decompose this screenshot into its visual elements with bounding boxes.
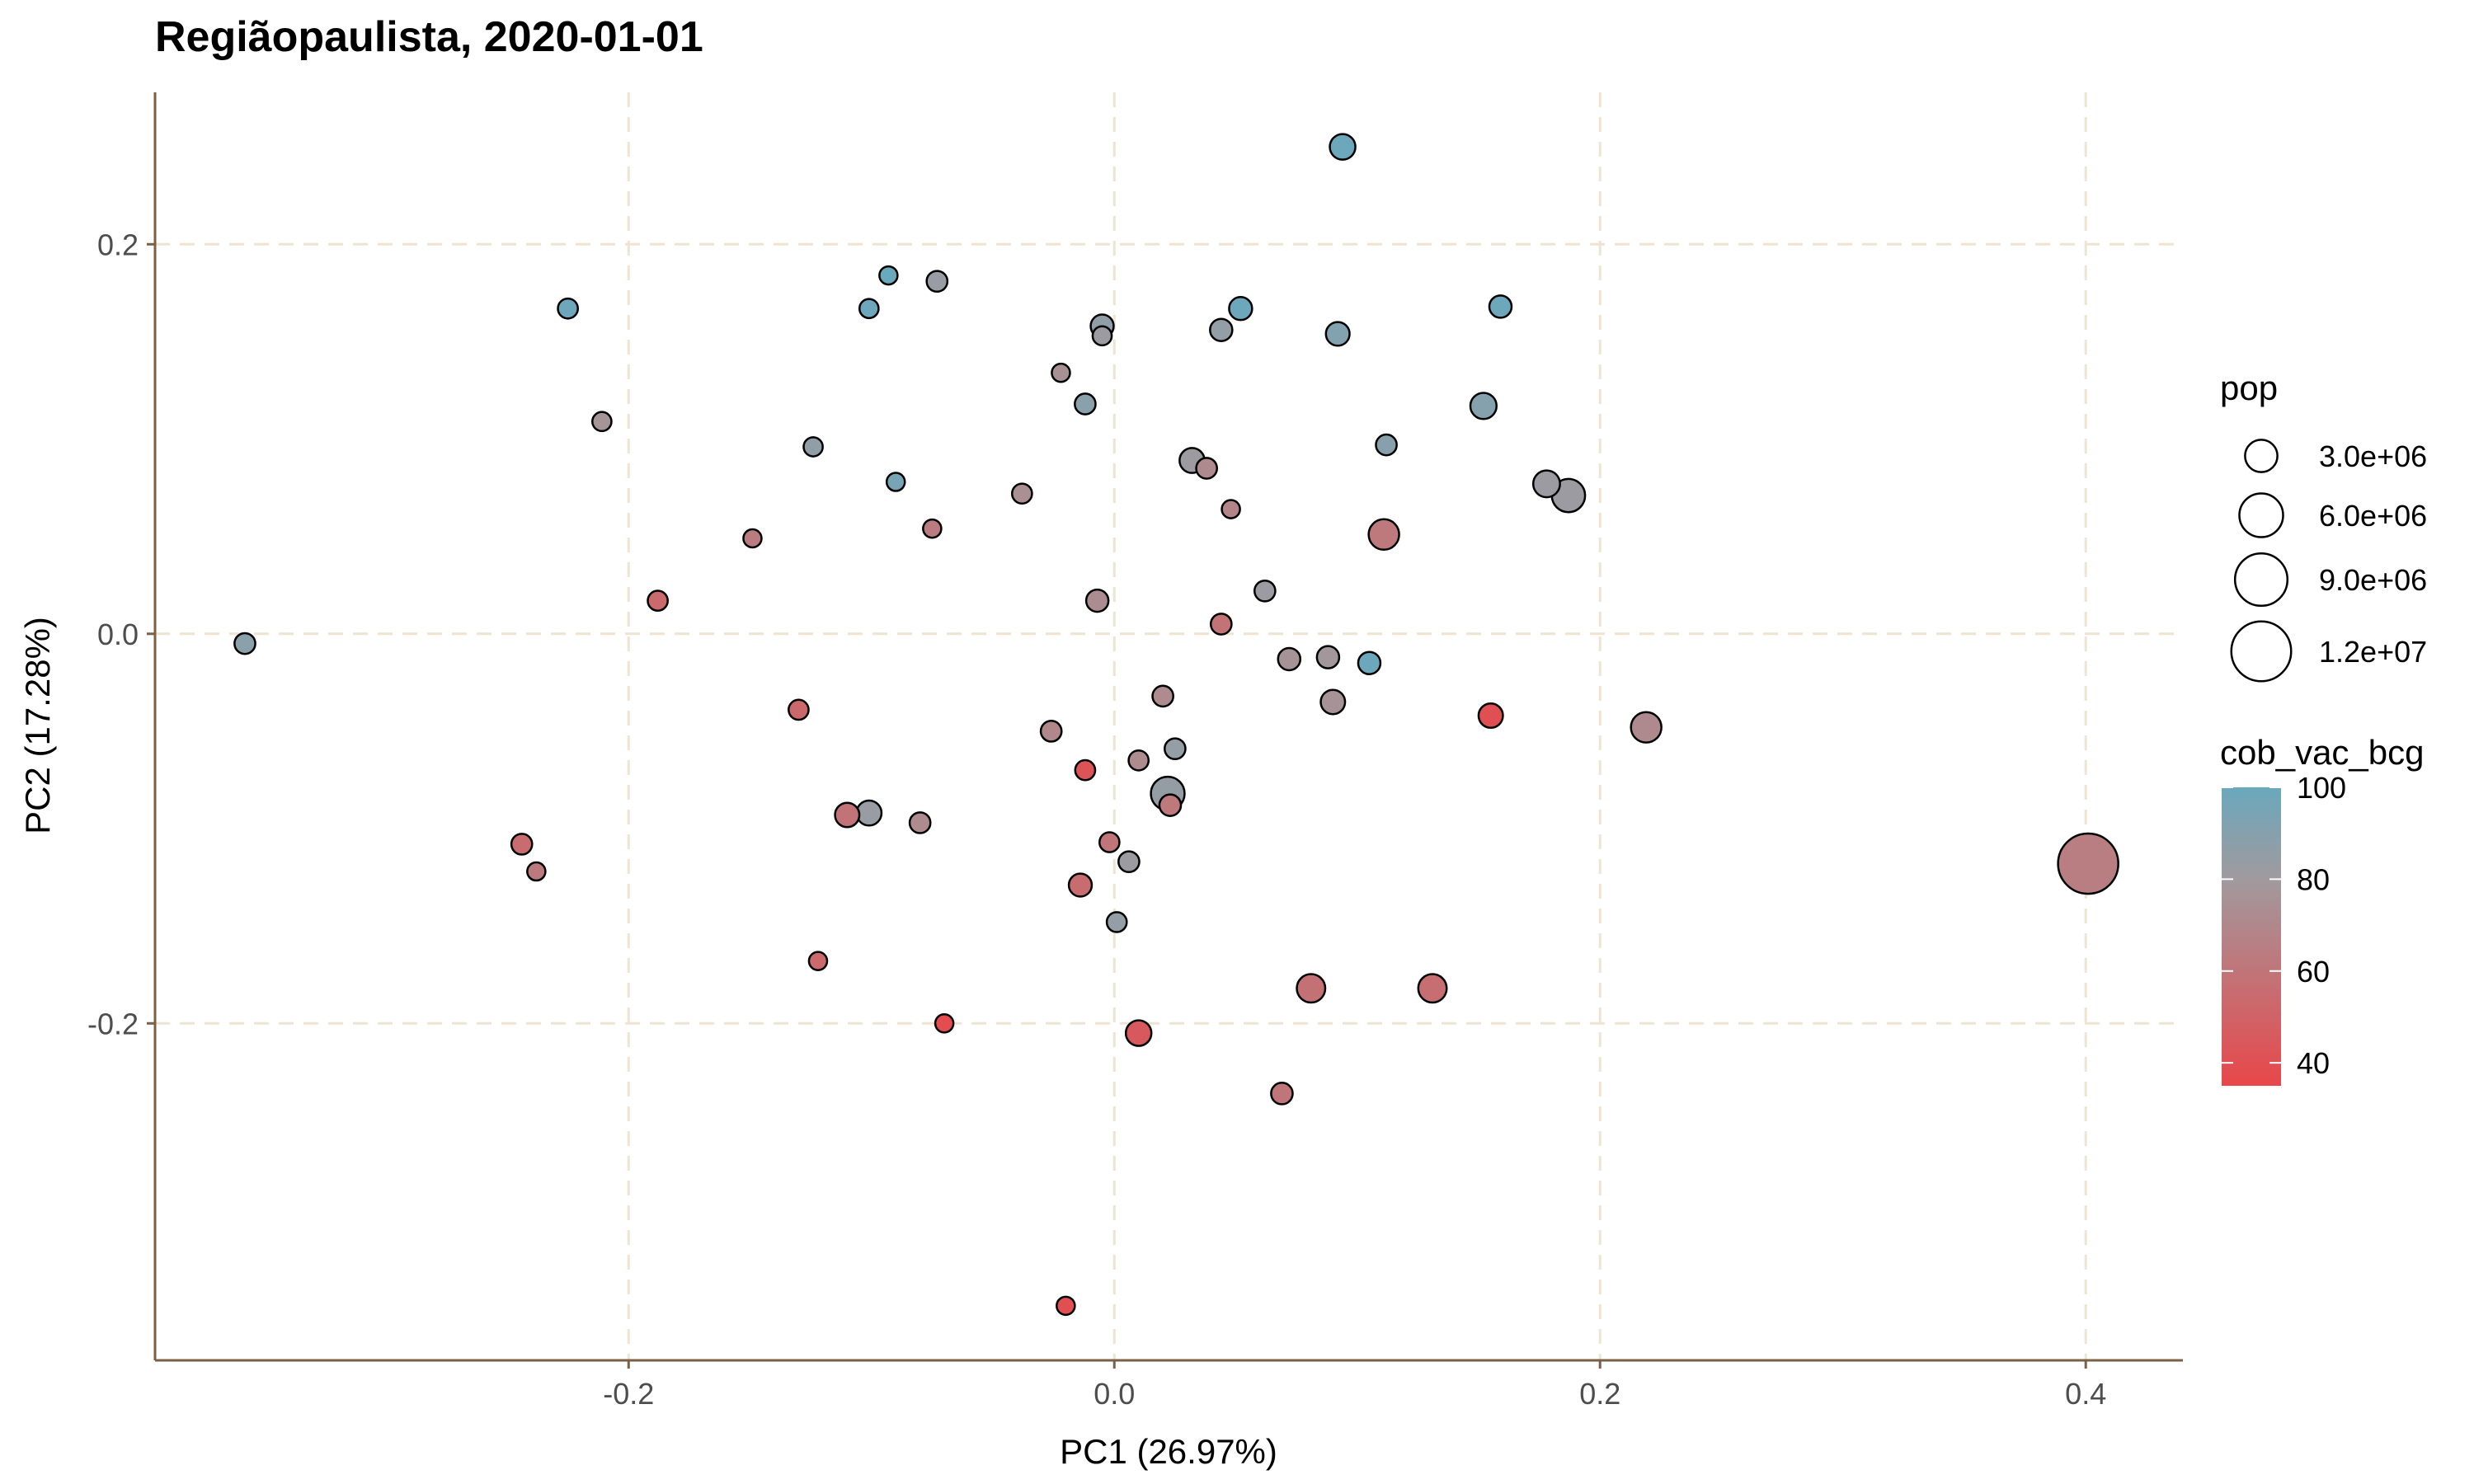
size-legend-circle <box>2230 620 2293 683</box>
colorbar-tick-label: 60 <box>2297 955 2330 989</box>
data-point <box>1296 973 1327 1004</box>
data-point <box>1010 482 1033 505</box>
colorbar <box>2222 787 2281 1086</box>
y-tick-label: 0.2 <box>97 228 139 261</box>
size-legend-items: 3.0e+06 6.0e+06 9.0e+06 1.2e+07 <box>2230 439 2427 683</box>
data-point <box>788 698 810 721</box>
data-point <box>1039 720 1063 743</box>
size-legend-circle <box>2238 492 2284 538</box>
data-point <box>1117 850 1141 874</box>
color-legend-title: cob_vac_bcg <box>2220 733 2425 772</box>
size-legend-label: 1.2e+07 <box>2319 635 2427 669</box>
data-point <box>591 411 613 433</box>
size-legend-title: pop <box>2220 369 2278 407</box>
y-axis-label: PC2 (17.28%) <box>18 617 57 834</box>
size-legend-label: 9.0e+06 <box>2319 563 2427 597</box>
x-tick-label: 0.4 <box>2065 1377 2106 1411</box>
x-axis-label: PC1 (26.97%) <box>1060 1432 1277 1471</box>
size-legend-circle <box>2244 439 2279 473</box>
data-point <box>908 811 932 834</box>
data-point <box>233 632 256 655</box>
data-point <box>1067 872 1094 898</box>
data-point <box>1127 749 1150 772</box>
x-tick-label: -0.2 <box>603 1377 654 1411</box>
data-point <box>885 472 906 492</box>
grid-lines <box>155 92 2183 1360</box>
data-point <box>1105 911 1128 933</box>
data-point <box>2057 832 2119 895</box>
colorbar-tick-label: 40 <box>2297 1046 2330 1080</box>
data-point <box>1531 469 1561 499</box>
data-point <box>1228 296 1253 322</box>
data-point <box>1056 1295 1076 1317</box>
x-tick-label: 0.2 <box>1579 1377 1620 1411</box>
data-point <box>1477 702 1504 730</box>
data-point <box>802 436 824 458</box>
data-point <box>1253 579 1277 603</box>
data-point <box>1319 688 1347 716</box>
data-point <box>742 528 763 549</box>
data-point <box>1221 499 1241 519</box>
data-point <box>807 951 829 971</box>
data-point <box>1375 433 1398 457</box>
size-legend-label: 3.0e+06 <box>2319 439 2427 473</box>
data-point <box>1630 711 1663 744</box>
data-point <box>1488 294 1513 319</box>
data-point <box>1158 793 1183 818</box>
data-point <box>1329 133 1357 161</box>
data-point <box>1324 321 1351 347</box>
data-point <box>1469 392 1498 420</box>
data-point <box>1277 646 1302 672</box>
y-tick-label: 0.0 <box>97 618 139 651</box>
data-point <box>557 297 579 320</box>
data-point <box>647 589 669 612</box>
data-point <box>1091 325 1113 347</box>
data-point <box>1367 518 1400 552</box>
data-point <box>1098 831 1121 853</box>
data-point <box>1417 973 1448 1004</box>
colorbar-tick-label: 80 <box>2297 862 2330 896</box>
data-point <box>526 861 547 882</box>
size-legend-circle <box>2233 552 2289 608</box>
colorbar-tick-label: 100 <box>2297 771 2346 805</box>
data-point <box>1124 1019 1153 1047</box>
data-point <box>834 801 861 829</box>
data-point <box>922 518 943 539</box>
data-point <box>1074 758 1097 782</box>
data-point <box>1164 737 1187 761</box>
data-point <box>855 799 883 827</box>
data-point <box>1357 650 1382 675</box>
colorbar-ticks: 40 60 80 100 <box>2222 771 2346 1080</box>
data-point <box>1270 1082 1294 1106</box>
data-point <box>858 298 880 320</box>
data-point <box>1151 684 1174 708</box>
data-point <box>878 265 899 286</box>
data-points <box>233 133 2119 1317</box>
data-point <box>1195 457 1218 480</box>
data-point <box>1084 588 1110 613</box>
data-point <box>1315 645 1341 669</box>
x-tick-label: 0.0 <box>1094 1377 1135 1411</box>
data-point <box>934 1013 955 1034</box>
data-point <box>1209 613 1233 636</box>
axis-ticks: -0.2 0.0 0.2 0.4 -0.2 0.0 0.2 <box>87 228 2106 1411</box>
legend: pop 3.0e+06 6.0e+06 9.0e+06 1.2e+07 cob_vac… <box>2220 369 2427 1086</box>
y-tick-label: -0.2 <box>87 1007 139 1040</box>
data-point <box>1051 362 1071 383</box>
axes <box>153 92 2183 1362</box>
size-legend-label: 6.0e+06 <box>2319 499 2427 533</box>
chart-title: Regiãopaulista, 2020-01-01 <box>155 13 703 61</box>
data-point <box>925 270 949 294</box>
data-point <box>510 833 534 856</box>
data-point <box>1209 317 1234 342</box>
data-point <box>1074 392 1097 416</box>
